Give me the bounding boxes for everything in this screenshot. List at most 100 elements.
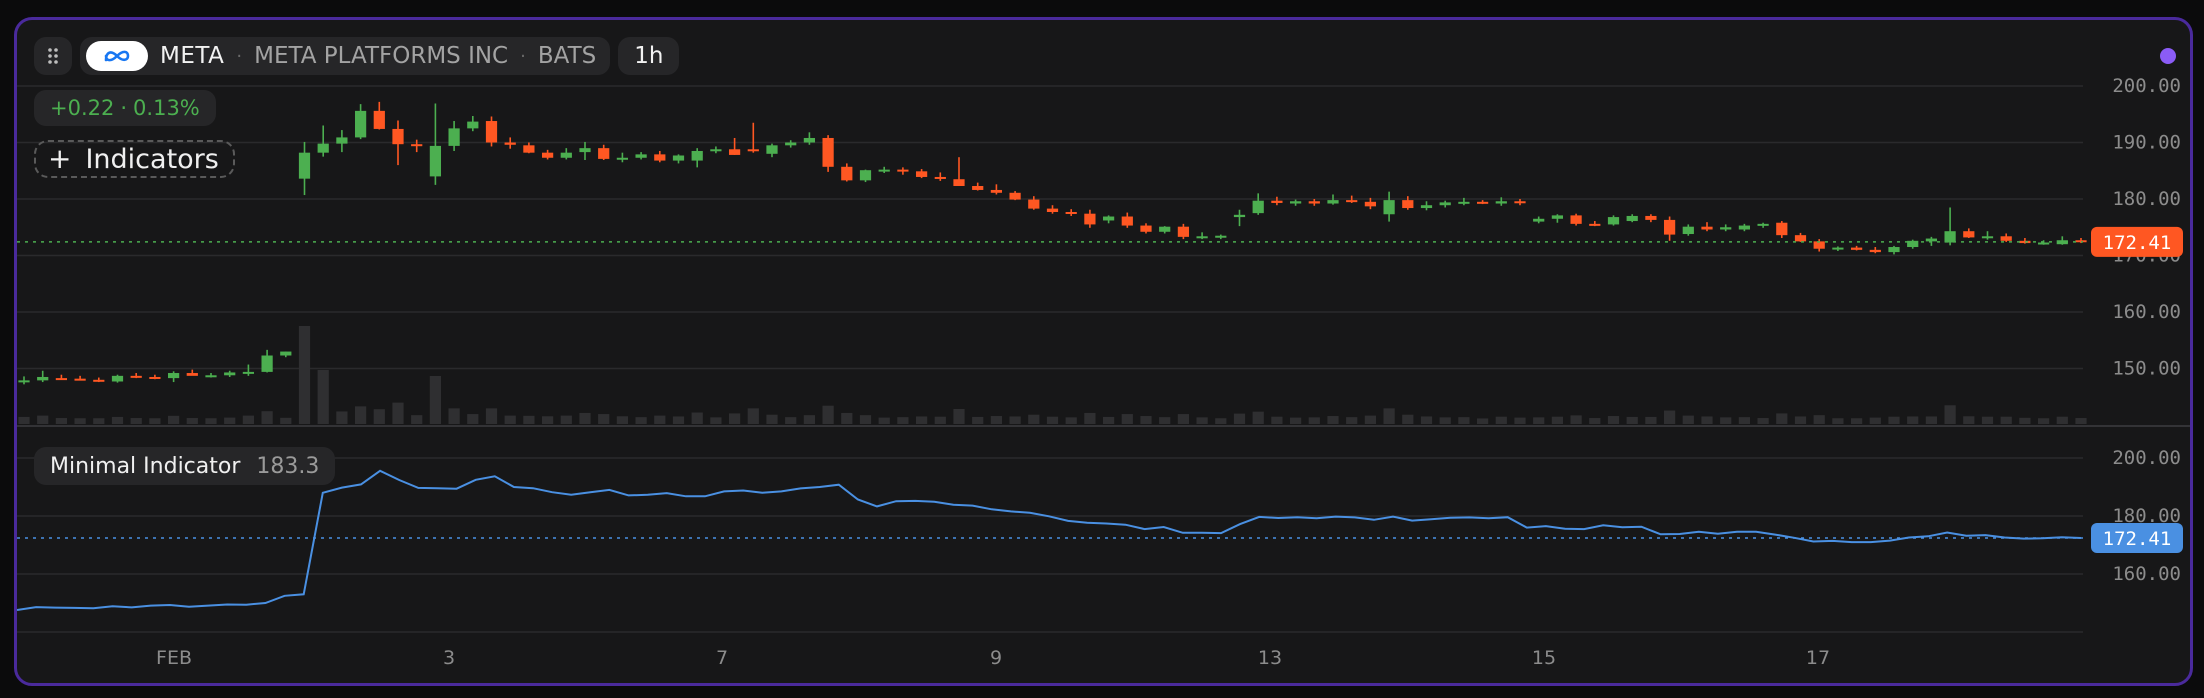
volume-bar xyxy=(841,412,853,424)
candle-body xyxy=(1626,215,1638,222)
candle-body xyxy=(1757,223,1769,226)
volume-bar xyxy=(1121,414,1133,424)
candle-body xyxy=(747,149,759,152)
candle-body xyxy=(1364,201,1377,207)
volume-bar xyxy=(1420,416,1433,424)
time-axis-label: 3 xyxy=(443,647,455,669)
volume-bar xyxy=(1570,415,1582,424)
candle-body xyxy=(1102,216,1115,221)
volume-bar xyxy=(1458,417,1470,424)
change-absolute: +0.22 xyxy=(50,96,115,120)
volume-bar xyxy=(336,411,348,424)
volume-bar xyxy=(672,416,685,424)
volume-bar xyxy=(1963,416,1975,424)
candle-body xyxy=(261,355,273,372)
candle-body xyxy=(1663,219,1676,235)
candle-body xyxy=(560,152,572,158)
candle-body xyxy=(1720,227,1732,230)
volume-bar xyxy=(1383,408,1395,424)
ticker-symbol: META xyxy=(160,43,225,69)
candle-body xyxy=(1776,222,1788,236)
time-axis-label: 15 xyxy=(1532,647,1556,669)
volume-bar xyxy=(1813,415,1825,424)
symbol-selector[interactable]: META · META PLATFORMS INC · BATS xyxy=(80,37,611,75)
candle-body xyxy=(1701,226,1713,230)
volume-bar xyxy=(2037,418,2050,424)
drag-handle[interactable] xyxy=(34,37,72,75)
volume-bar xyxy=(1682,415,1694,424)
volume-bar xyxy=(1215,418,1227,424)
volume-bar xyxy=(111,416,124,424)
volume-bar xyxy=(1925,416,1938,424)
volume-bar xyxy=(1832,418,1844,424)
candle-body xyxy=(990,189,1003,193)
volume-bar xyxy=(747,408,759,424)
time-axis-label: 13 xyxy=(1258,647,1282,669)
volume-bar xyxy=(1626,416,1638,424)
candle-body xyxy=(1533,218,1545,222)
candle-body xyxy=(728,149,741,155)
volume-bar xyxy=(280,417,292,424)
volume-bar xyxy=(149,418,161,424)
price-tick-label: 200.00 xyxy=(2112,75,2181,97)
candle-body xyxy=(672,155,685,161)
candle-body xyxy=(1850,247,1863,250)
chart-canvas[interactable]: 200.00190.00180.00170.00160.00150.00200.… xyxy=(17,20,2190,683)
volume-bar xyxy=(1663,410,1676,424)
volume-bar xyxy=(897,417,909,424)
indicator-name: Minimal Indicator xyxy=(50,453,241,479)
volume-bar xyxy=(560,415,572,424)
indicator-legend[interactable]: Minimal Indicator 183.3 xyxy=(34,447,336,485)
volume-bar xyxy=(710,417,722,424)
volume-bar xyxy=(37,415,49,424)
indicator-value: 183.3 xyxy=(256,453,320,479)
volume-bar xyxy=(1028,414,1040,424)
volume-bar xyxy=(485,408,498,424)
volume-bar xyxy=(93,418,105,424)
indicator-line xyxy=(17,469,2082,611)
add-indicators-button[interactable]: + Indicators xyxy=(34,140,235,178)
candle-body xyxy=(1196,236,1208,239)
volume-bar xyxy=(990,416,1003,424)
candle-body xyxy=(635,154,647,158)
candle-body xyxy=(654,154,666,161)
candle-body xyxy=(878,169,890,172)
indicators-label: Indicators xyxy=(85,143,219,175)
volume-bar xyxy=(1551,416,1564,424)
candle-body xyxy=(1233,214,1246,218)
candle-body xyxy=(1383,200,1395,215)
grip-icon xyxy=(48,48,58,64)
candle-body xyxy=(1495,201,1507,204)
candle-body xyxy=(1065,211,1077,214)
volume-bar xyxy=(1009,416,1021,424)
volume-bar xyxy=(766,414,778,424)
candle-body xyxy=(1121,216,1133,226)
indicator-value-label: 172.41 xyxy=(2103,528,2172,550)
candle-body xyxy=(280,351,292,356)
candle-body xyxy=(1944,231,1956,243)
timeframe-button[interactable]: 1h xyxy=(618,37,680,75)
separator-dot: · xyxy=(520,45,526,67)
volume-bar xyxy=(635,417,647,424)
volume-bar xyxy=(1159,417,1171,424)
candle-body xyxy=(1607,217,1620,225)
time-axis-label: FEB xyxy=(156,647,192,669)
volume-bar xyxy=(411,415,423,424)
candle-body xyxy=(1869,249,1881,253)
volume-bar xyxy=(373,409,385,424)
candle-body xyxy=(1925,238,1938,242)
price-change-badge: +0.22 · 0.13% xyxy=(34,90,216,126)
candle-body xyxy=(1009,192,1021,200)
volume-bar xyxy=(186,418,198,424)
volume-bar xyxy=(1720,417,1732,424)
volume-bar xyxy=(915,416,928,424)
candle-body xyxy=(1888,247,1900,253)
candle-body xyxy=(822,137,834,167)
candle-body xyxy=(242,371,255,374)
candle-body xyxy=(1645,215,1657,220)
volume-bar xyxy=(504,415,516,424)
candle-body xyxy=(18,380,30,383)
candle-body xyxy=(616,157,629,160)
candle-body xyxy=(897,169,909,172)
volume-bar xyxy=(728,413,741,424)
